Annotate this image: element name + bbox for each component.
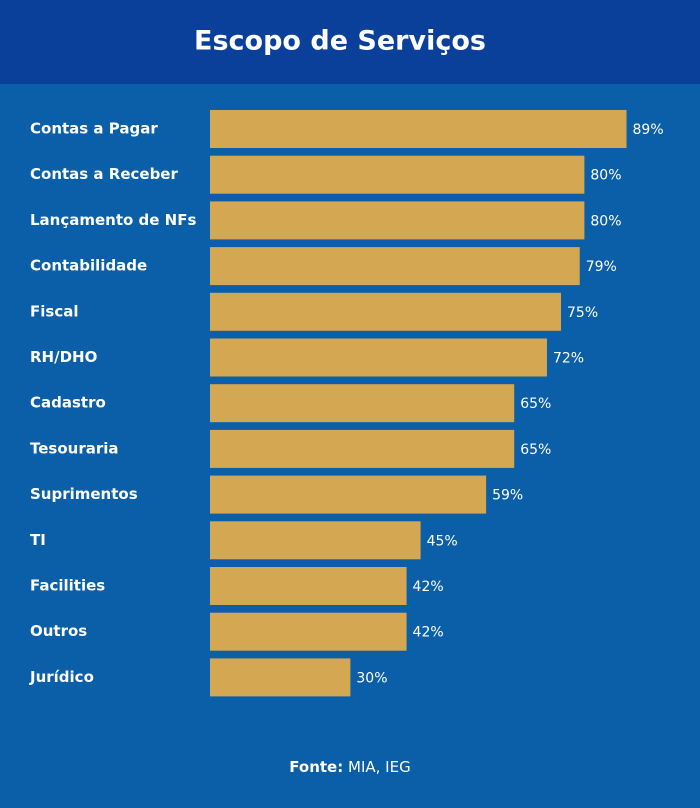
category-label: Contas a Pagar xyxy=(30,120,158,138)
category-label: Suprimentos xyxy=(30,485,138,503)
value-label: 79% xyxy=(586,259,617,275)
category-label: Outros xyxy=(30,622,87,640)
category-label: Cadastro xyxy=(30,394,106,412)
category-label: Fiscal xyxy=(30,302,78,320)
source-note: Fonte: MIA, IEG xyxy=(289,758,410,776)
value-label: 89% xyxy=(633,122,664,138)
category-label: TI xyxy=(30,531,46,549)
value-label: 42% xyxy=(413,579,444,595)
value-label: 42% xyxy=(413,625,444,641)
value-label: 80% xyxy=(590,168,621,184)
bar xyxy=(210,201,585,240)
category-label: Tesouraria xyxy=(30,439,119,457)
category-label: Contabilidade xyxy=(30,257,147,275)
value-label: 30% xyxy=(356,670,387,686)
bar xyxy=(210,155,585,194)
category-label: Jurídico xyxy=(29,668,94,686)
bar xyxy=(210,247,580,286)
source-label: Fonte: xyxy=(289,758,343,776)
value-label: 45% xyxy=(427,533,458,549)
value-label: 65% xyxy=(520,442,551,458)
category-label: Facilities xyxy=(30,577,105,595)
chart-title: Escopo de Serviços xyxy=(194,26,486,57)
category-label: RH/DHO xyxy=(30,348,97,366)
value-label: 59% xyxy=(492,488,523,504)
header-band xyxy=(0,0,700,84)
category-label: Lançamento de NFs xyxy=(30,211,196,229)
category-label: Contas a Receber xyxy=(30,165,178,183)
bar xyxy=(210,384,515,423)
value-label: 80% xyxy=(590,213,621,229)
bar xyxy=(210,292,561,331)
bar xyxy=(210,521,421,560)
bar xyxy=(210,567,407,605)
value-label: 65% xyxy=(520,396,551,412)
bar xyxy=(210,475,487,514)
bar xyxy=(210,658,351,697)
bar xyxy=(210,612,407,651)
bar xyxy=(210,338,547,377)
source-text: MIA, IEG xyxy=(348,758,411,776)
bar xyxy=(210,429,515,468)
value-label: 75% xyxy=(567,305,598,321)
bar xyxy=(210,110,627,148)
value-label: 72% xyxy=(553,351,584,367)
